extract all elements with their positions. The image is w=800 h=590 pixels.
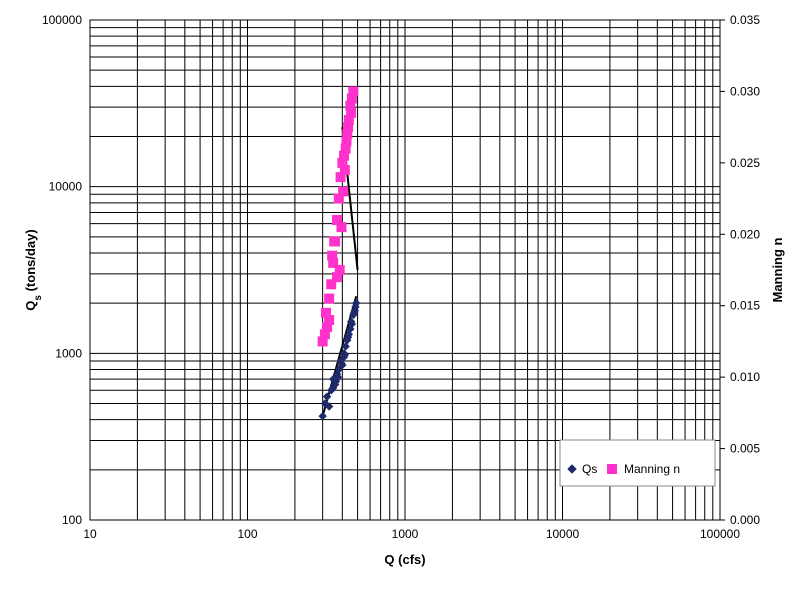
x-tick-label: 10000 bbox=[546, 527, 580, 541]
manning-marker bbox=[325, 294, 334, 303]
y-right-axis-label: Manning n bbox=[770, 237, 785, 302]
x-tick-label: 10 bbox=[83, 527, 97, 541]
manning-marker bbox=[349, 87, 358, 96]
y-right-tick-label: 0.005 bbox=[730, 442, 760, 456]
manning-marker bbox=[335, 266, 344, 275]
y-left-tick-label: 1000 bbox=[55, 346, 82, 360]
chart-svg: 101001000100001000001001000100001000000.… bbox=[0, 0, 800, 590]
y-right-tick-label: 0.035 bbox=[730, 13, 760, 27]
legend-label-qs: Qs bbox=[582, 462, 597, 476]
chart-bg bbox=[0, 0, 800, 590]
y-right-tick-label: 0.010 bbox=[730, 370, 760, 384]
y-right-tick-label: 0.020 bbox=[730, 227, 760, 241]
y-right-tick-label: 0.015 bbox=[730, 299, 760, 313]
legend: Qs Manning n bbox=[560, 440, 715, 486]
manning-marker bbox=[608, 465, 617, 474]
x-tick-label: 1000 bbox=[392, 527, 419, 541]
manning-marker bbox=[339, 187, 348, 196]
manning-marker bbox=[337, 223, 346, 232]
manning-marker bbox=[342, 137, 351, 146]
chart-container: 101001000100001000001001000100001000000.… bbox=[0, 0, 800, 590]
legend-label-manning: Manning n bbox=[624, 462, 680, 476]
y-right-tick-label: 0.000 bbox=[730, 513, 760, 527]
y-right-tick-label: 0.025 bbox=[730, 156, 760, 170]
manning-marker bbox=[321, 308, 330, 317]
manning-marker bbox=[344, 123, 353, 132]
x-tick-label: 100000 bbox=[700, 527, 740, 541]
y-right-tick-label: 0.030 bbox=[730, 84, 760, 98]
manning-marker bbox=[330, 237, 339, 246]
manning-marker bbox=[347, 108, 356, 117]
x-axis-label: Q (cfs) bbox=[384, 552, 425, 567]
y-left-tick-label: 100 bbox=[62, 513, 82, 527]
manning-marker bbox=[328, 251, 337, 260]
manning-marker bbox=[340, 166, 349, 175]
y-left-tick-label: 10000 bbox=[49, 180, 83, 194]
x-tick-label: 100 bbox=[237, 527, 257, 541]
y-left-tick-label: 100000 bbox=[42, 13, 82, 27]
